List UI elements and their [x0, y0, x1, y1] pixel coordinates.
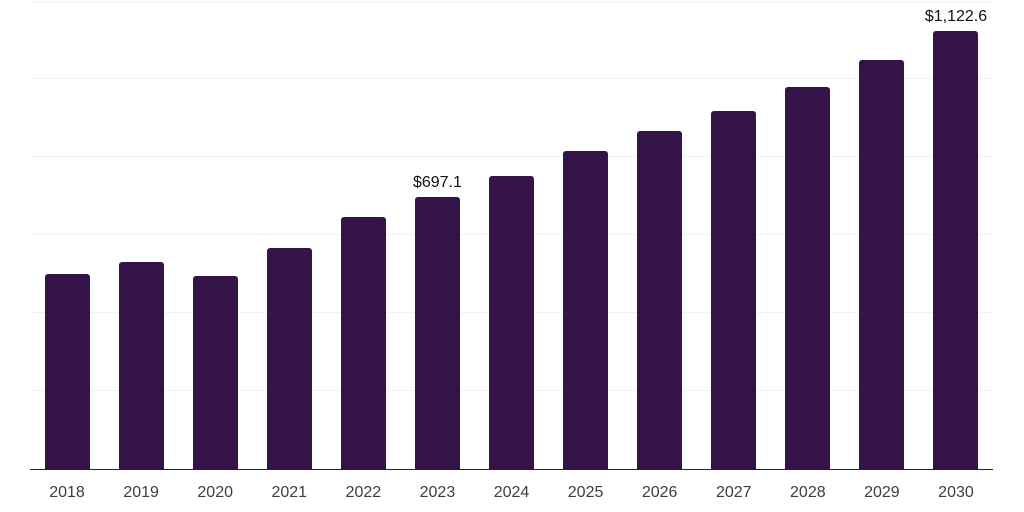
bar-2027	[711, 110, 757, 469]
bar-2023	[414, 197, 460, 469]
x-tick-2025: 2025	[567, 484, 604, 501]
bar-value-label-2030: $1,122.6	[924, 8, 988, 26]
bar-slot-2022	[326, 3, 400, 469]
x-tick-2018: 2018	[49, 484, 85, 501]
bar-2028	[785, 86, 831, 469]
bar-2022	[340, 217, 386, 469]
bar-2020	[192, 275, 238, 469]
bar-slot-2024	[474, 3, 548, 469]
bar-2030	[933, 31, 979, 469]
bar-slot-2021	[252, 3, 326, 469]
gridline	[30, 78, 993, 79]
x-tick-2021: 2021	[271, 484, 308, 501]
bar-slot-2020	[178, 3, 252, 469]
x-tick-2020: 2020	[197, 484, 233, 501]
bar-2019	[118, 261, 164, 469]
bar-2018	[44, 274, 90, 469]
x-tick-2024: 2024	[493, 484, 530, 501]
x-tick-2019: 2019	[123, 484, 159, 501]
x-tick-2028: 2028	[790, 484, 826, 501]
bar-slot-2030: $1,122.6	[919, 3, 993, 469]
bar-slot-2026	[623, 3, 697, 469]
x-axis-labels: 2018 2019 2020 2021 2022 2023 2024 2025 2026 2027…	[30, 484, 993, 502]
x-tick-2029: 2029	[864, 484, 900, 501]
bar-2025	[563, 151, 609, 469]
bar-slot-2028	[771, 3, 845, 469]
x-tick-2027: 2027	[715, 484, 752, 501]
bar-value-label-2023: $697.1	[412, 174, 462, 192]
bars-container: $697.1 $1,122.6	[30, 3, 993, 469]
bar-slot-2023: $697.1	[400, 3, 474, 469]
x-tick-2022: 2022	[345, 484, 382, 501]
bar-slot-2025	[549, 3, 623, 469]
bar-slot-2029	[845, 3, 919, 469]
bar-slot-2027	[697, 3, 771, 469]
bar-slot-2018	[30, 3, 104, 469]
x-tick-2030: 2030	[938, 484, 974, 501]
bar-2029	[859, 59, 905, 469]
x-tick-2023: 2023	[419, 484, 456, 501]
bar-2026	[637, 130, 683, 469]
plot-area: $697.1 $1,122.6	[30, 2, 993, 470]
gridline	[30, 156, 993, 157]
bar-2024	[489, 176, 534, 469]
bar-slot-2019	[104, 3, 178, 469]
x-tick-2026: 2026	[641, 484, 678, 501]
bar-2021	[266, 247, 312, 469]
